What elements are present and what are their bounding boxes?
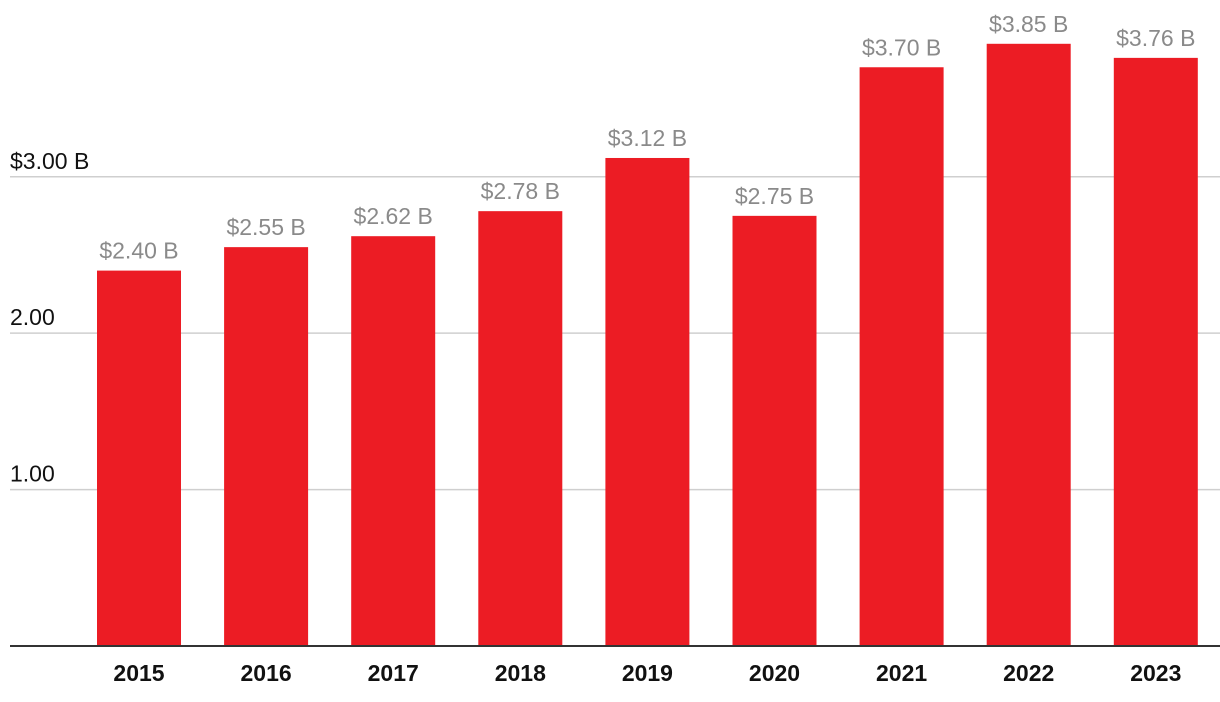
x-axis-ticks: 2015 2016 2017 2018 2019 2020 2021 2022 2023	[113, 660, 1181, 686]
x-tick-label: 2016	[241, 660, 292, 686]
bar-2019	[605, 157, 690, 646]
bar-2021	[859, 67, 944, 646]
data-label: $3.85 B	[989, 11, 1068, 37]
x-tick-label: 2015	[113, 660, 164, 686]
data-label: $2.75 B	[735, 183, 814, 209]
bar-2023	[1113, 57, 1198, 647]
x-tick-label: 2023	[1130, 660, 1181, 686]
bar-2022	[986, 43, 1071, 646]
bar-2018	[478, 211, 563, 646]
data-label: $2.55 B	[226, 214, 305, 240]
x-tick-label: 2021	[876, 660, 927, 686]
data-label: $3.70 B	[862, 34, 941, 60]
y-tick-label: 1.00	[10, 461, 55, 487]
bar-2020	[732, 215, 817, 646]
bar-2017	[351, 236, 436, 647]
data-label: $3.12 B	[608, 125, 687, 151]
bar-2016	[224, 247, 309, 647]
data-label: $2.62 B	[354, 203, 433, 229]
x-tick-label: 2019	[622, 660, 673, 686]
data-label: $2.40 B	[99, 238, 178, 264]
x-tick-label: 2017	[368, 660, 419, 686]
x-tick-label: 2020	[749, 660, 800, 686]
x-tick-label: 2022	[1003, 660, 1054, 686]
bar-2015	[97, 270, 181, 646]
data-label: $2.78 B	[481, 178, 560, 204]
y-tick-label: $3.00 B	[10, 148, 89, 174]
x-tick-label: 2018	[495, 660, 546, 686]
y-tick-label: 2.00	[10, 304, 55, 330]
data-labels: $2.40 B $2.55 B $2.62 B $2.78 B $3.12 B $2.75…	[99, 11, 1195, 264]
bars	[97, 43, 1198, 647]
y-axis-ticks: 1.00 2.00 $3.00 B	[10, 148, 89, 487]
data-label: $3.76 B	[1116, 25, 1195, 51]
